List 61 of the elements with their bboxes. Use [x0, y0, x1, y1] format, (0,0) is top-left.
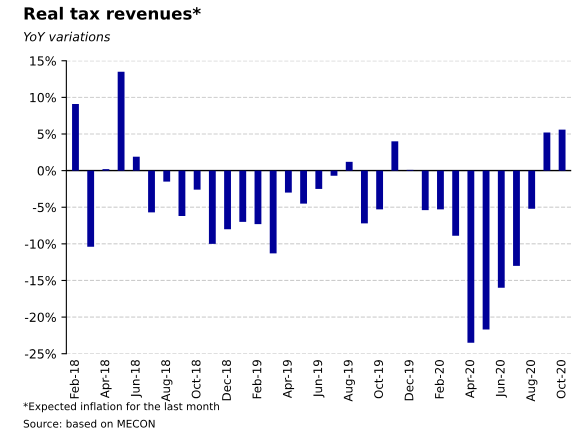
y-tick-label: -25% [24, 349, 56, 359]
bar [482, 170, 490, 330]
bar [513, 170, 520, 266]
bar [360, 170, 368, 224]
x-tick-label: Oct-20 [556, 360, 566, 398]
bar [163, 170, 170, 182]
text: *Expected inflation for the last month [23, 402, 219, 412]
bar [315, 170, 322, 189]
bar [239, 170, 246, 222]
bar [224, 170, 231, 230]
bar [498, 170, 505, 288]
y-tick-label: 10% [30, 92, 56, 102]
x-tick-label: Apr-19 [282, 360, 294, 398]
bar [300, 170, 308, 204]
bar [254, 170, 262, 224]
bar [437, 170, 444, 210]
bar [132, 156, 140, 171]
bar [87, 170, 94, 247]
bar [330, 170, 338, 176]
x-tick-label: Aug-18 [161, 360, 172, 402]
bar [284, 170, 292, 193]
y-tick-label: 5% [38, 129, 56, 139]
bar [208, 170, 216, 244]
x-tick-label: Apr-18 [100, 360, 112, 398]
x-tick-label: Feb-18 [70, 360, 79, 398]
x-tick-label: Aug-19 [344, 360, 355, 402]
x-tick-label: Feb-19 [252, 360, 262, 398]
bar [558, 130, 566, 171]
bar [376, 170, 384, 210]
x-tick-label: Apr-20 [465, 360, 477, 398]
y-tick-label: -15% [24, 276, 56, 286]
y-tick-label: 15% [30, 56, 56, 66]
bar [467, 170, 474, 343]
chart-subtitle: YoY variations [24, 32, 110, 42]
source-note: Source: based on MECON [24, 420, 155, 428]
x-tick-label: Oct-18 [192, 360, 201, 398]
x-tick-label: Feb-20 [434, 360, 444, 398]
bar [118, 72, 125, 171]
x-tick-label: Dec-18 [222, 360, 231, 400]
bar [270, 170, 277, 254]
x-tick-label: Aug-20 [526, 360, 538, 402]
y-tick-label: -10% [24, 239, 56, 249]
bar [178, 170, 186, 216]
y-tick-label: 0% [38, 166, 56, 176]
bar [452, 170, 460, 236]
chart-title: Real tax revenues* [24, 6, 201, 20]
y-tick-label: -20% [24, 312, 56, 322]
x-tick-label: Dec-19 [404, 360, 414, 400]
bar [543, 132, 550, 171]
y-tick-label: -5% [32, 202, 56, 212]
bar [194, 170, 201, 190]
bar [391, 141, 398, 171]
bar [528, 170, 536, 209]
bar [422, 170, 429, 210]
bar [148, 170, 155, 212]
bar [346, 162, 353, 171]
x-tick-label: Oct-19 [374, 360, 384, 398]
x-tick-label: Jun-20 [496, 360, 507, 398]
x-tick-label: Jun-19 [313, 360, 324, 398]
x-tick-label: Jun-18 [130, 360, 142, 398]
bar [72, 104, 79, 171]
